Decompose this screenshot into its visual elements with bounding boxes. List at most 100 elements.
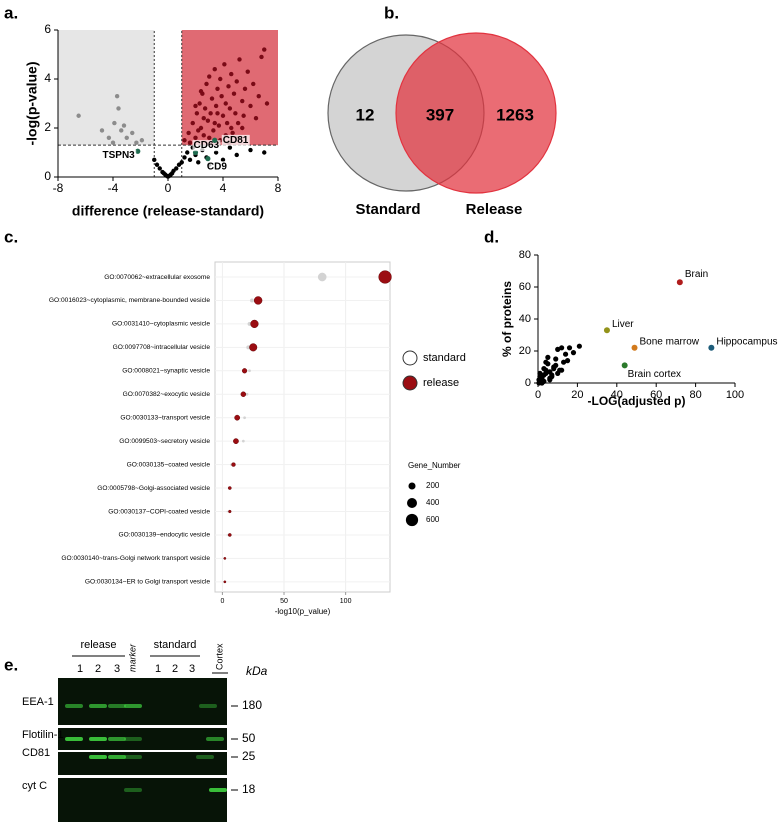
point [541, 366, 547, 372]
point [76, 113, 81, 118]
point [264, 101, 270, 106]
point [564, 358, 571, 364]
dot [243, 416, 246, 420]
annotation: CD9 [207, 161, 227, 172]
size-label: 18 [242, 782, 256, 796]
point-label: Liver [612, 319, 634, 330]
point [196, 128, 201, 133]
row-label: cyt C [22, 780, 47, 792]
size-label: 180 [242, 698, 262, 712]
blot-band [206, 737, 224, 741]
point [197, 101, 202, 106]
point [198, 89, 204, 94]
highlight-point [603, 327, 610, 334]
point [212, 67, 217, 72]
point [234, 152, 239, 158]
group-label: standard [154, 639, 197, 651]
dot [240, 391, 247, 397]
point [218, 76, 223, 82]
point [186, 130, 191, 136]
category-label: GO:0030135~coated vesicle [127, 461, 211, 468]
point [256, 93, 261, 99]
size-label: 400 [426, 498, 440, 507]
highlight-point [708, 344, 715, 351]
blot-band [124, 704, 142, 708]
point [549, 372, 555, 378]
lane-label: 2 [95, 663, 101, 675]
y-tick-label: 60 [519, 281, 531, 293]
point [106, 135, 112, 140]
point-label: Brain [685, 269, 708, 280]
point [110, 140, 116, 145]
blot-strip [58, 728, 227, 750]
y-tick-label: 4 [44, 71, 51, 85]
y-axis-label: -log(p-value) [24, 62, 40, 146]
size-swatch [408, 482, 416, 490]
point [193, 135, 198, 140]
point [227, 145, 233, 150]
point [182, 138, 187, 143]
point [213, 103, 219, 109]
point [233, 111, 238, 116]
dot [223, 580, 227, 584]
venn-set [395, 32, 557, 194]
size-label: 50 [242, 731, 256, 745]
point [230, 130, 235, 136]
legend-swatch [402, 375, 418, 391]
y-tick-label: 0 [525, 377, 531, 389]
point [187, 140, 193, 145]
point [245, 69, 250, 74]
annotated-point [205, 156, 211, 162]
point [545, 354, 551, 360]
x-tick-label: 20 [571, 389, 583, 401]
point [205, 118, 211, 123]
annotation-box [192, 140, 221, 152]
point [114, 93, 120, 99]
lane-label: 1 [77, 663, 83, 675]
point-label: Brain cortex [628, 369, 681, 380]
point [235, 120, 241, 126]
panel-label: a. [4, 3, 18, 22]
annotation: TSPN3 [103, 150, 136, 161]
x-tick-label: 8 [275, 181, 282, 195]
blot-band [209, 788, 227, 792]
highlight-point [676, 279, 683, 286]
blot-strip [58, 678, 227, 725]
point [562, 351, 569, 357]
point [224, 120, 230, 126]
cortex-label: Cortex [214, 643, 224, 670]
dot [378, 270, 392, 284]
blot-band [65, 704, 83, 708]
set-label: Release [466, 201, 523, 218]
size-legend-title: Gene_Number [408, 461, 461, 470]
y-tick-label: 40 [519, 313, 531, 325]
category-label: GO:0030139~endocytic vesicle [119, 532, 211, 539]
point [226, 84, 231, 89]
point [119, 128, 124, 133]
point [251, 81, 256, 87]
point-label: Hippocampus [716, 336, 777, 347]
blot-band [124, 755, 142, 759]
point [193, 103, 198, 109]
lane-label: 2 [172, 663, 178, 675]
point [204, 81, 209, 87]
unit-label: kDa [246, 664, 268, 678]
lane-label: 3 [189, 663, 195, 675]
set-label: Standard [355, 201, 420, 218]
point [211, 128, 216, 133]
point [543, 359, 549, 365]
point [229, 71, 234, 77]
point [116, 106, 121, 111]
size-label: 600 [426, 515, 440, 524]
point [237, 57, 242, 62]
x-tick-label: 100 [340, 598, 352, 605]
y-tick-label: 0 [44, 169, 51, 183]
x-tick-label: 40 [611, 389, 623, 401]
point [543, 370, 549, 376]
annotation-box [221, 134, 250, 146]
category-label: GO:0008021~synaptic vesicle [122, 368, 210, 375]
y-tick-label: 2 [44, 120, 51, 134]
point [196, 160, 201, 165]
annotation: CD63 [194, 140, 220, 151]
